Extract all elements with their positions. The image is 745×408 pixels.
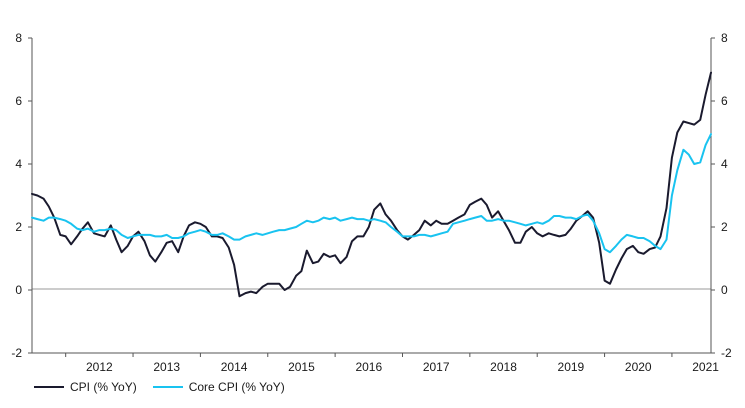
- y-tick-label-left: -2: [11, 346, 22, 360]
- legend-swatch-core-cpi: [152, 386, 183, 388]
- legend-label-core-cpi: Core CPI (% YoY): [188, 380, 285, 394]
- cpi-series-line: [31, 71, 712, 298]
- y-tick-label-left: 8: [15, 31, 22, 45]
- x-tick-label: 2013: [153, 360, 180, 374]
- y-tick-label-right: 2: [721, 220, 728, 234]
- y-ticks-left: -2 0 2 4 6 8: [11, 31, 32, 360]
- y-tick-label-right: 0: [721, 283, 728, 297]
- series-layer: [31, 71, 712, 298]
- legend-item-core-cpi: Core CPI (% YoY): [152, 380, 285, 394]
- y-ticks-right: -2 0 2 4 6 8: [711, 31, 732, 360]
- x-tick-label: 2020: [625, 360, 652, 374]
- x-tick-label: 2015: [288, 360, 315, 374]
- legend: CPI (% YoY) Core CPI (% YoY): [34, 380, 301, 394]
- y-tick-label-right: 8: [721, 31, 728, 45]
- legend-item-cpi: CPI (% YoY): [34, 380, 137, 394]
- x-tick-label: 2019: [558, 360, 585, 374]
- x-tick-label: 2012: [86, 360, 113, 374]
- y-tick-label-left: 4: [15, 157, 22, 171]
- x-tick-label: 2016: [355, 360, 382, 374]
- y-tick-label-left: 0: [15, 283, 22, 297]
- legend-label-cpi: CPI (% YoY): [70, 380, 137, 394]
- x-tick-label: 2017: [423, 360, 450, 374]
- y-tick-label-left: 6: [15, 94, 22, 108]
- y-tick-label-right: 4: [721, 157, 728, 171]
- x-tick-label: 2018: [490, 360, 517, 374]
- y-tick-label-right: -2: [721, 346, 732, 360]
- x-tick-label: 2014: [221, 360, 248, 374]
- x-tick-label: 2021: [692, 360, 719, 374]
- y-tick-label-right: 6: [721, 94, 728, 108]
- x-ticks: 2012 2013 2014 2015 2016 2017 2018 2019 2020 2021: [65, 353, 719, 374]
- core-cpi-series-line: [31, 133, 712, 254]
- y-tick-label-left: 2: [15, 220, 22, 234]
- legend-swatch-cpi: [34, 386, 64, 388]
